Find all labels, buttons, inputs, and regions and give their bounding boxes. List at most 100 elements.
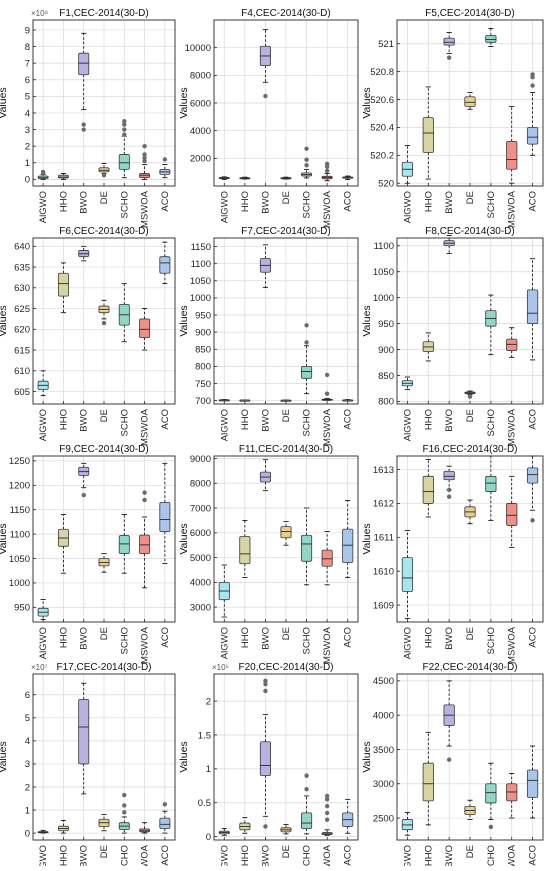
x-tick-label: HHO bbox=[423, 409, 434, 430]
outlier-point bbox=[263, 93, 268, 99]
outlier-point bbox=[122, 127, 127, 132]
y-tick-label: 1000 bbox=[9, 578, 30, 589]
box-mswoa bbox=[321, 549, 333, 567]
outlier-point bbox=[81, 492, 86, 498]
y-axis-label: Values bbox=[178, 741, 190, 772]
outlier-point bbox=[263, 688, 268, 694]
y-axis-label: Values bbox=[178, 523, 190, 554]
x-tick-label: DE bbox=[465, 627, 476, 640]
y-tick-label: 8 bbox=[25, 42, 30, 53]
x-tick-label: SCHO bbox=[486, 627, 497, 654]
y-tick-label: 4000 bbox=[190, 578, 211, 589]
x-tick-label: HHO bbox=[423, 845, 434, 866]
x-tick-label: DE bbox=[465, 409, 476, 422]
outlier-point bbox=[304, 786, 309, 792]
x-tick-label: HHO bbox=[423, 191, 434, 212]
box-mswoa bbox=[506, 338, 518, 351]
x-tick-label: HHO bbox=[240, 845, 251, 866]
chart-title: F17,CEC-2014(30-D) bbox=[56, 662, 151, 673]
y-tick-label: 625 bbox=[14, 304, 30, 315]
y-axis-label: Values bbox=[0, 87, 9, 118]
chart-panel-1: 0 1 2 3 4 5 6 7 8 9 AlGWO HHO BWO DE SCHO MSWOA ACO F1,CE… bbox=[0, 8, 176, 228]
chart-title: F9,CEC-2014(30-D) bbox=[59, 444, 148, 455]
box-mswoa bbox=[139, 318, 151, 338]
box-hho bbox=[422, 117, 434, 153]
outlier-point bbox=[324, 803, 330, 809]
y-tick-label: 3 bbox=[25, 759, 30, 770]
y-tick-label: 3000 bbox=[190, 602, 211, 613]
y-tick-label: 1610 bbox=[373, 566, 394, 577]
box-aco bbox=[342, 528, 354, 563]
outlier-point bbox=[446, 55, 452, 60]
y-tick-label: 1609 bbox=[373, 600, 394, 611]
y-tick-label: 1100 bbox=[10, 529, 30, 540]
box-aco bbox=[159, 817, 171, 829]
x-tick-label: BWO bbox=[79, 191, 90, 214]
y-axis-label: Values bbox=[361, 305, 373, 336]
outlier-point bbox=[142, 490, 147, 495]
outlier-point bbox=[324, 161, 330, 167]
y-axis-label: Values bbox=[0, 523, 9, 554]
chart-title: F4,CEC-2014(30-D) bbox=[241, 8, 330, 19]
chart-panel-10: 0 1 2 3 4 5 6 AlGWO HHO BWO DE SCHO MSWOA ACO F17,CEC-… bbox=[0, 662, 176, 871]
outlier-point bbox=[142, 155, 147, 160]
chart-panel-9: 1609 1610 1611 1612 1613 AlGWO HHO BWO DE SCHO MSW… bbox=[361, 444, 544, 664]
y-axis-label: Values bbox=[361, 523, 373, 554]
box-aco bbox=[526, 127, 539, 145]
box-bwo bbox=[78, 52, 90, 76]
x-tick-label: BWO bbox=[444, 627, 455, 650]
y-tick-label: 605 bbox=[14, 387, 30, 398]
y-tick-label: 4 bbox=[25, 736, 30, 747]
y-axis-label: Values bbox=[178, 87, 190, 118]
x-tick-label: BWO bbox=[79, 409, 90, 432]
x-tick-label: SCHO bbox=[486, 409, 497, 436]
y-tick-label: 10000 bbox=[185, 43, 211, 54]
x-tick-label: SCHO bbox=[119, 191, 130, 218]
y-tick-label: 520 bbox=[378, 179, 394, 190]
outlier-point bbox=[122, 122, 127, 127]
chart-panel-5: 700 750 800 850 900 950 1000 1050 1100 1150 AlGWO H… bbox=[178, 226, 359, 446]
y-tick-label: 950 bbox=[195, 310, 211, 321]
x-tick-label: DE bbox=[99, 845, 110, 858]
x-tick-label: ACO bbox=[160, 845, 171, 866]
y-tick-label: 520.8 bbox=[370, 67, 394, 78]
outlier-point bbox=[40, 169, 46, 175]
outlier-point bbox=[304, 323, 309, 328]
y-axis-label: Values bbox=[0, 305, 9, 336]
x-tick-label: MSWOA bbox=[140, 626, 151, 664]
x-tick-label: DE bbox=[281, 191, 292, 204]
box-aco bbox=[526, 769, 539, 798]
box-bwo bbox=[443, 470, 455, 481]
y-tick-label: 2 bbox=[25, 141, 30, 152]
y-tick-label: 1150 bbox=[10, 505, 30, 516]
x-tick-label: HHO bbox=[423, 627, 434, 648]
x-tick-label: HHO bbox=[58, 627, 69, 648]
x-tick-label: DE bbox=[465, 191, 476, 204]
x-tick-label: DE bbox=[281, 627, 292, 640]
x-tick-label: HHO bbox=[240, 627, 251, 648]
x-tick-label: AlGWO bbox=[38, 191, 49, 223]
y-tick-label: 1.5 bbox=[198, 730, 211, 741]
y-tick-label: 6 bbox=[25, 690, 30, 701]
outlier-point bbox=[324, 168, 330, 173]
outlier-point bbox=[101, 320, 107, 326]
outlier-point bbox=[530, 518, 535, 523]
outlier-point bbox=[304, 773, 309, 778]
y-tick-label: 0 bbox=[25, 175, 30, 186]
x-tick-label: SCHO bbox=[119, 845, 130, 866]
y-tick-label: 750 bbox=[195, 379, 211, 390]
outlier-point bbox=[324, 372, 330, 378]
y-tick-label: 2000 bbox=[190, 154, 211, 165]
x-tick-label: ACO bbox=[528, 409, 539, 430]
y-tick-label: 615 bbox=[14, 345, 30, 356]
y-tick-label: 1200 bbox=[9, 481, 30, 492]
chart-title: F7,CEC-2014(30-D) bbox=[241, 226, 330, 237]
y-tick-label: 5000 bbox=[190, 553, 211, 564]
y-tick-label: 3500 bbox=[373, 745, 394, 756]
y-tick-label: 1050 bbox=[190, 276, 211, 287]
x-tick-label: ACO bbox=[160, 409, 171, 430]
y-tick-label: 1 bbox=[25, 158, 30, 169]
x-tick-label: BWO bbox=[444, 409, 455, 432]
x-tick-label: AlGWO bbox=[402, 627, 413, 659]
